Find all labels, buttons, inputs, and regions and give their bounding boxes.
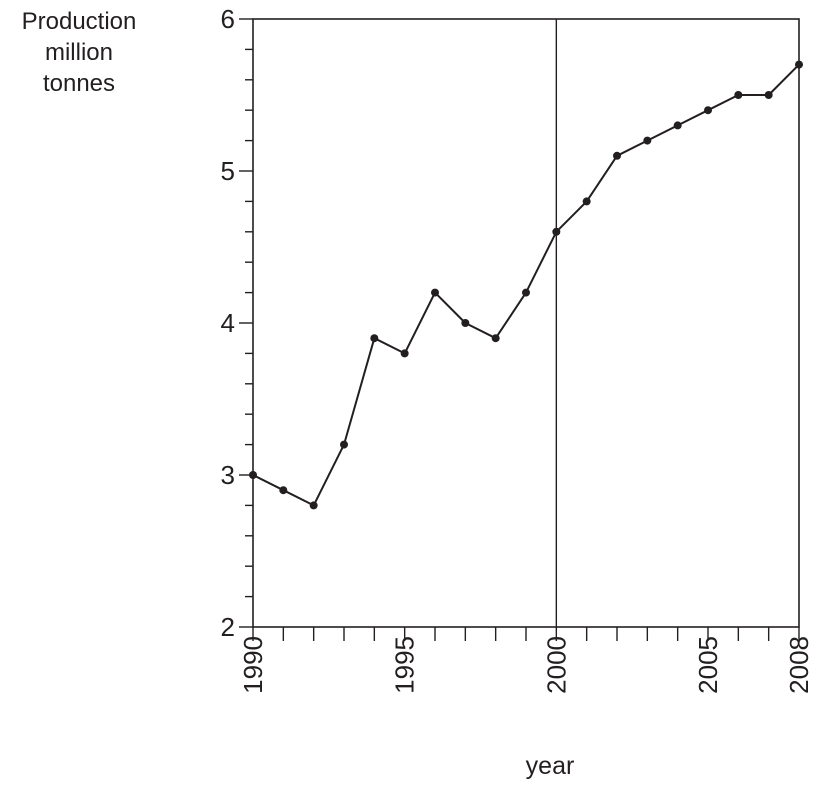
y-axis-ticks: 2 3 4 5 6 bbox=[221, 4, 253, 642]
y-axis-title-line-3: tonnes bbox=[42, 70, 116, 97]
data-point bbox=[431, 288, 439, 297]
plot-frame bbox=[252, 18, 800, 628]
y-axis-title-line-1: Production bbox=[21, 8, 137, 35]
data-point bbox=[522, 288, 530, 297]
data-point bbox=[734, 91, 743, 99]
x-tick-label: 2008 bbox=[784, 636, 814, 694]
data-point bbox=[582, 197, 591, 206]
data-point bbox=[613, 151, 621, 160]
data-point bbox=[552, 227, 561, 236]
data-point bbox=[340, 440, 348, 449]
y-axis-title-line-2: million bbox=[44, 39, 113, 66]
data-point bbox=[673, 121, 682, 130]
x-axis-ticks: 1990 1995 2000 2005 2008 bbox=[238, 627, 814, 694]
data-point bbox=[249, 471, 257, 479]
production-line bbox=[252, 63, 800, 507]
data-point bbox=[461, 319, 470, 327]
x-tick-label: 1995 bbox=[390, 636, 420, 694]
x-tick-label: 2000 bbox=[541, 636, 571, 694]
data-point bbox=[795, 60, 803, 69]
x-tick-label: 1990 bbox=[238, 636, 268, 694]
y-tick-label: 6 bbox=[221, 4, 235, 34]
data-points bbox=[249, 60, 803, 510]
data-point bbox=[491, 334, 500, 343]
x-axis-title: year bbox=[525, 752, 575, 780]
x-tick-label: 2005 bbox=[693, 636, 723, 694]
series-line bbox=[252, 63, 800, 507]
data-point bbox=[643, 136, 652, 145]
data-point bbox=[764, 91, 773, 99]
y-tick-label: 2 bbox=[221, 612, 235, 642]
y-tick-label: 5 bbox=[221, 156, 235, 186]
data-point bbox=[704, 106, 712, 115]
data-point bbox=[279, 486, 288, 495]
y-axis-title: Production million tonnes bbox=[0, 6, 158, 99]
plot-border bbox=[252, 18, 800, 628]
data-point bbox=[400, 349, 409, 358]
data-point bbox=[370, 334, 379, 343]
y-tick-label: 4 bbox=[221, 308, 235, 338]
data-point bbox=[309, 501, 318, 510]
y-tick-label: 3 bbox=[221, 460, 235, 490]
